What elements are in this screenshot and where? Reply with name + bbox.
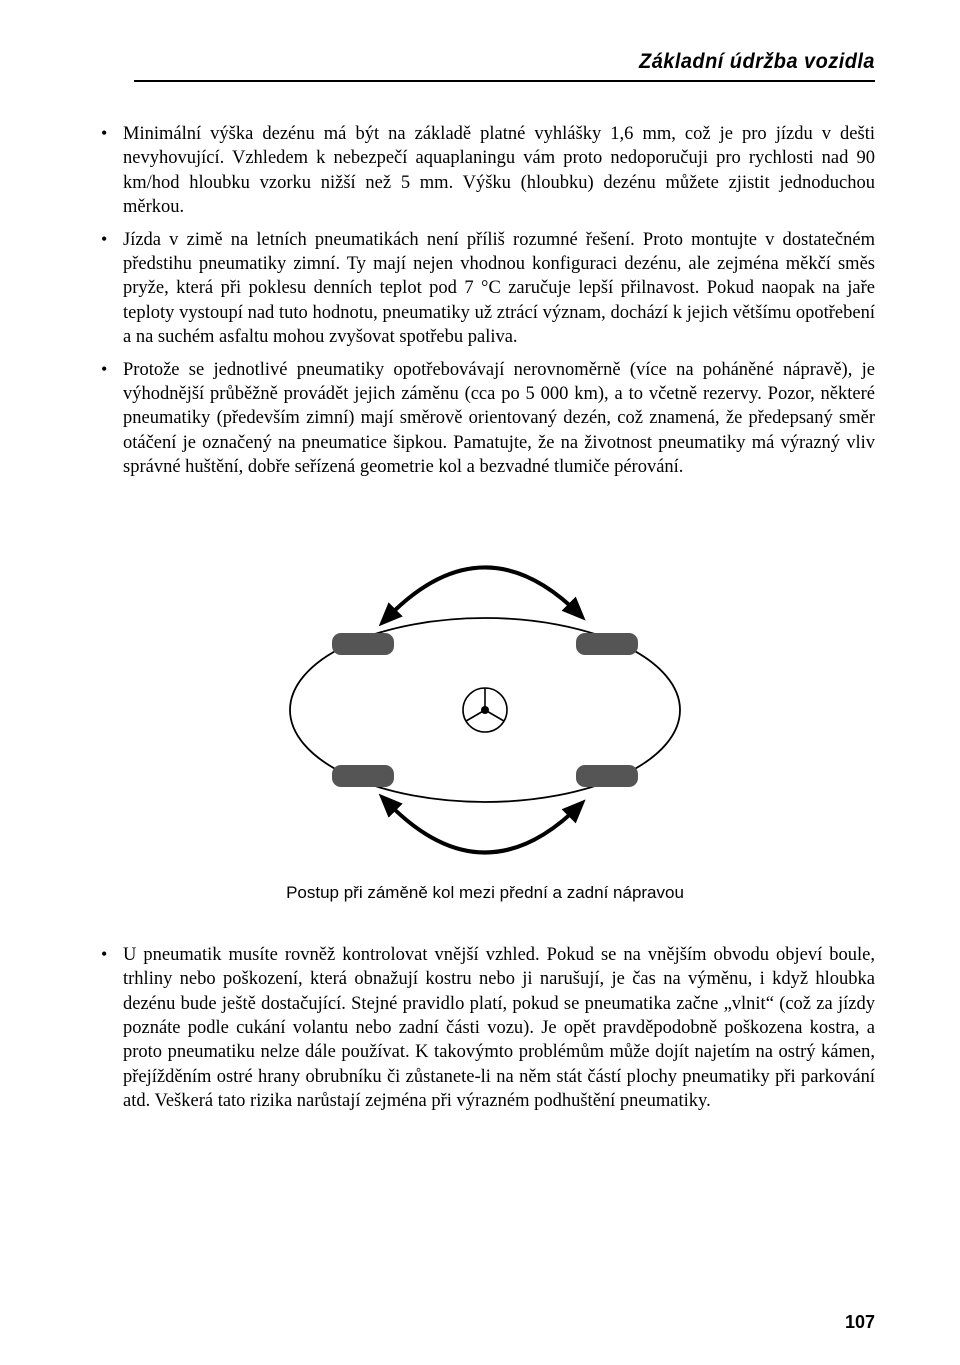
list-item: Protože se jednotlivé pneumatiky opotřeb… bbox=[95, 358, 875, 480]
tire-rotation-svg bbox=[270, 515, 700, 865]
diagram-tire-rotation bbox=[95, 515, 875, 865]
page-number: 107 bbox=[845, 1312, 875, 1333]
list-item: Jízda v zimě na letních pneumatikách nen… bbox=[95, 228, 875, 350]
diagram-caption: Postup při záměně kol mezi přední a zadn… bbox=[95, 883, 875, 903]
page-header: Základní údržba vozidla bbox=[134, 50, 875, 82]
list-item: Minimální výška dezénu má být na základě… bbox=[95, 122, 875, 220]
bullet-list-bottom: U pneumatik musíte rovněž kontrolovat vn… bbox=[95, 943, 875, 1114]
list-item: U pneumatik musíte rovněž kontrolovat vn… bbox=[95, 943, 875, 1114]
bullet-list-top: Minimální výška dezénu má být na základě… bbox=[95, 122, 875, 480]
